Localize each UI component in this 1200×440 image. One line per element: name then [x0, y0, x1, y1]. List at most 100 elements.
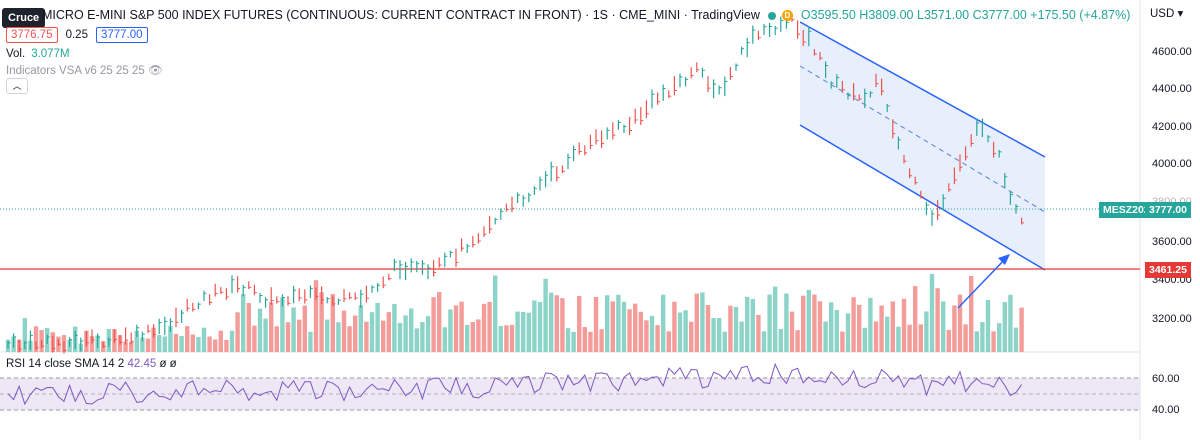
volume-bar [257, 308, 263, 352]
volume-bar [717, 317, 722, 352]
volume-bar [213, 339, 218, 352]
volume-bar [285, 322, 291, 352]
volume-bar [907, 324, 912, 352]
volume-bar [437, 292, 442, 352]
volume-bars [5, 273, 1024, 352]
currency-selector[interactable]: USD ▾ [1150, 6, 1183, 20]
market-open-dot [767, 11, 776, 20]
volume-bar [151, 327, 156, 352]
volume-bar [185, 326, 190, 352]
volume-bar [313, 280, 319, 352]
volume-bar [621, 301, 627, 352]
volume-bar [397, 322, 403, 352]
volume-bar [913, 286, 918, 352]
volume-bar [252, 325, 257, 352]
sell-price-button[interactable]: 3776.75 [6, 27, 58, 43]
volume-bar [459, 301, 464, 352]
volume-bar [381, 320, 386, 352]
volume-bar [661, 294, 666, 352]
volume-bar [773, 286, 778, 352]
volume-bar [672, 301, 677, 352]
volume-bar [605, 295, 610, 352]
volume-bar [722, 331, 727, 352]
price-tick: 3600.00 [1152, 236, 1192, 248]
volume-bar [711, 318, 716, 352]
volume-bar [784, 293, 789, 352]
volume-value: 3.077M [31, 48, 70, 60]
volume-bar [358, 305, 363, 352]
volume-bar [1008, 294, 1013, 352]
volume-bar [353, 315, 358, 352]
volume-bar [924, 311, 929, 352]
indicator-legend[interactable]: Indicators VSA v6 25 25 25 👁 [6, 63, 163, 77]
volume-bar [582, 327, 587, 352]
volume-bar [761, 331, 767, 352]
channel-lower-line[interactable] [799, 124, 1046, 271]
arrow-line[interactable] [957, 255, 1009, 309]
volume-bar [941, 301, 946, 352]
volume-bar [129, 342, 134, 352]
price-tick: 4200.00 [1152, 121, 1192, 133]
rsi-legend[interactable]: RSI 14 close SMA 14 2 42.45 ø ø [6, 358, 177, 370]
volume-bar [190, 334, 195, 352]
volume-bar [901, 298, 907, 352]
trade-buttons: 3776.75 0.25 3777.00 [6, 27, 148, 43]
volume-bar [560, 298, 565, 352]
chevron-down-icon: ▾ [1177, 8, 1184, 20]
volume-bar [649, 315, 655, 352]
volume-bar [879, 305, 884, 352]
channel-mid-line[interactable] [799, 65, 1046, 213]
volume-bar [274, 326, 279, 352]
arrow-head [998, 254, 1010, 265]
volume-bar [263, 318, 268, 352]
hide-eye-icon[interactable]: 👁 [147, 65, 163, 77]
volume-bar [521, 311, 526, 352]
volume-bar [1002, 302, 1007, 352]
volume-bar [638, 311, 643, 352]
ohlc-values: O3595.50 H3809.00 L3571.00 C3777.00 +175… [800, 8, 1131, 22]
volume-bar [470, 322, 475, 352]
volume-bar [868, 297, 873, 352]
volume-bar [890, 301, 895, 352]
volume-bar [241, 294, 246, 352]
volume-bar [218, 330, 223, 352]
volume-bar [644, 320, 649, 352]
volume-bar [224, 339, 229, 352]
volume-bar [745, 296, 750, 352]
channel-fill [800, 22, 1045, 270]
volume-bar [386, 312, 391, 352]
volume-bar [201, 327, 207, 352]
volume-bar [588, 331, 593, 352]
volume-bar [123, 341, 128, 352]
collapse-legend-button[interactable]: ︿ [6, 78, 28, 94]
volume-bar [325, 319, 330, 352]
volume-bar [980, 322, 985, 352]
volume-bar [319, 292, 324, 352]
volume-bar [330, 294, 335, 352]
volume-bar [504, 325, 509, 352]
buy-price-button[interactable]: 3777.00 [95, 27, 148, 43]
volume-bar [1013, 327, 1019, 352]
volume-bar [929, 273, 935, 352]
chart-title[interactable]: MICRO E-MINI S&P 500 INDEX FUTURES (CONT… [42, 8, 760, 22]
volume-bar [689, 321, 694, 352]
volume-bar [733, 306, 739, 352]
indicator-label: Indicators VSA v6 25 25 25 [6, 65, 145, 77]
volume-bar [616, 294, 621, 352]
volume-bar [683, 310, 688, 352]
volume-bar [442, 327, 447, 352]
volume-bar [336, 322, 341, 352]
volume-bar [229, 330, 235, 352]
volume-bar [297, 319, 302, 352]
volume-bar [465, 324, 470, 352]
volume-bar [593, 297, 599, 352]
volume-bar [481, 303, 487, 352]
volume-bar [341, 310, 347, 352]
volume-bar [487, 301, 492, 352]
volume-legend: Vol. 3.077M [6, 48, 70, 60]
volume-bar [705, 305, 711, 352]
rsi-tick: 40.00 [1152, 404, 1180, 416]
level-price-tag: 3461.25 [1145, 262, 1191, 278]
channel-upper-line[interactable] [799, 21, 1046, 158]
